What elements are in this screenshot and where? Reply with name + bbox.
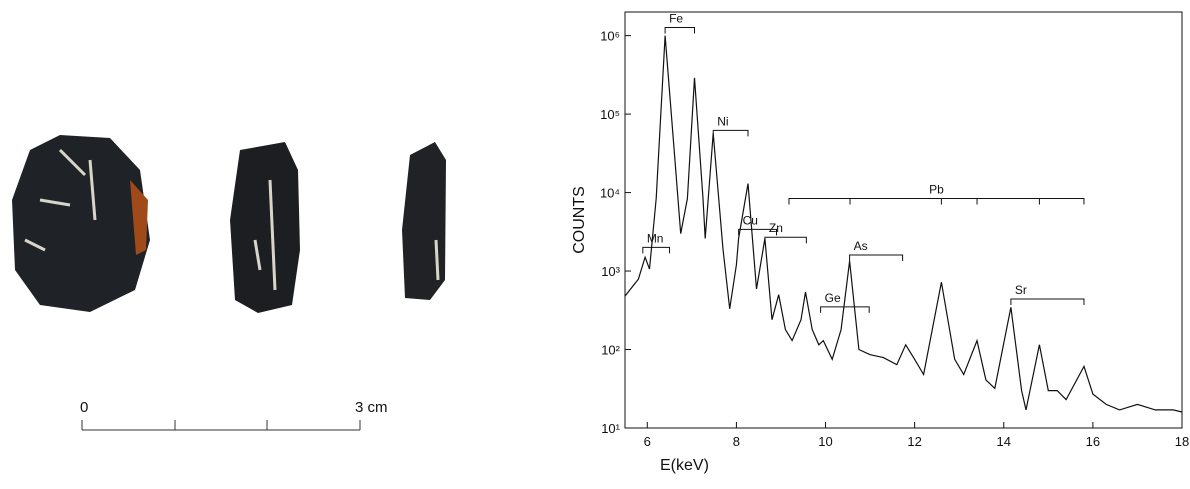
peak-label: As [854, 239, 868, 253]
peak-bracket [664, 26, 696, 34]
y-tick-label: 10¹ [601, 421, 620, 436]
peak-label: Mn [647, 231, 664, 245]
x-tick-label: 12 [907, 434, 921, 449]
peak-bracket [820, 306, 870, 313]
peak-bracket [712, 129, 749, 137]
peak-bracket [764, 236, 807, 244]
peak-label: Fe [669, 11, 683, 25]
specimen [402, 142, 446, 300]
peak-label: Sr [1015, 283, 1027, 297]
peak-label: Ni [717, 114, 728, 128]
x-tick-label: 10 [818, 434, 832, 449]
x-tick-label: 6 [644, 434, 651, 449]
peak-bracket [788, 198, 1085, 205]
x-axis-label: E(keV) [660, 457, 709, 474]
specimen-photo: 0 3 cm [12, 135, 446, 431]
y-tick-label: 10⁶ [600, 29, 620, 44]
peak-bracket [1010, 298, 1085, 306]
peak-label: Ge [825, 291, 841, 305]
x-tick-label: 16 [1086, 434, 1100, 449]
y-tick-label: 10⁴ [600, 186, 620, 201]
specimen [12, 135, 150, 312]
rust [130, 180, 148, 255]
peak-label: Cu [743, 213, 758, 227]
x-tick-label: 18 [1175, 434, 1189, 449]
peak-bracket [849, 254, 904, 262]
y-tick-label: 10² [601, 343, 620, 358]
peak-bracket [738, 228, 778, 236]
marking [24, 148, 97, 252]
specimen [230, 142, 300, 313]
marking [434, 239, 440, 281]
y-axis-label: COUNTS [571, 186, 588, 254]
y-tick-label: 10⁵ [600, 107, 620, 122]
scale-label: 3 cm [355, 399, 388, 416]
plot-frame [624, 11, 1183, 429]
x-tick-label: 8 [733, 434, 740, 449]
peak-label: Zn [769, 221, 783, 235]
scale-label: 0 [80, 399, 88, 416]
x-tick-label: 14 [997, 434, 1011, 449]
peak-bracket [642, 246, 671, 254]
marking [253, 179, 277, 291]
peak-label: Pb [929, 183, 944, 197]
spectrum-line [624, 35, 1183, 413]
y-tick-label: 10³ [601, 264, 620, 279]
